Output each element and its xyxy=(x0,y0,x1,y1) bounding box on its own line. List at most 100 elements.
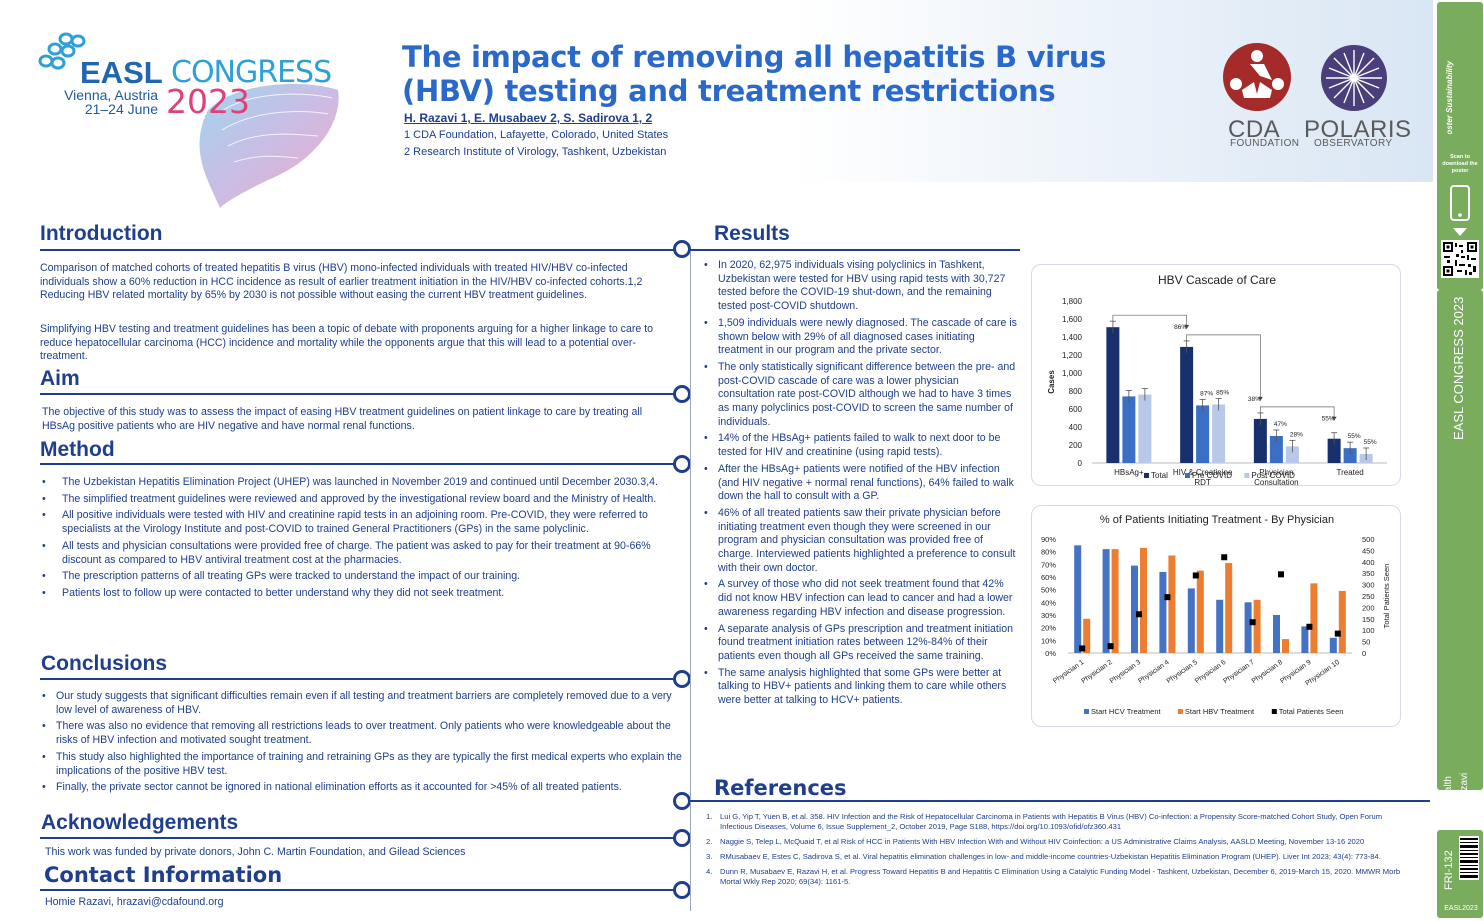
list-item: Our study suggests that significant diff… xyxy=(42,690,682,717)
bar-hcv xyxy=(1301,626,1309,653)
data-label: 87% xyxy=(1200,390,1213,397)
aim-rule xyxy=(40,393,676,395)
poster-code: FRI-132 xyxy=(1443,850,1455,890)
x-tick-label: Physician 3 xyxy=(1109,659,1142,685)
marker-total-seen xyxy=(1136,611,1142,618)
list-item: 1,509 individuals were newly diagnosed. … xyxy=(704,317,1018,358)
aim-heading: Aim xyxy=(40,367,80,390)
y-right-tick-label: 500 xyxy=(1362,535,1375,544)
list-item: 4. Dunn R, Musabaev E, Razavi H, et al. P… xyxy=(706,867,1401,886)
data-label: 55% xyxy=(1364,439,1377,446)
list-item: All tests and physician consultations we… xyxy=(40,540,674,567)
sidebar-download-panel[interactable]: Scan to download the poster xyxy=(1437,134,1483,290)
references-list: 1. Lui G, Yip T, Yuen B, et al. 358. HIV … xyxy=(706,812,1406,892)
legend-swatch xyxy=(1185,473,1190,478)
bar-hcv xyxy=(1244,602,1252,653)
list-item: 1. Lui G, Yip T, Yuen B, et al. 358. HIV … xyxy=(706,812,1383,831)
congress-dates: 21–24 June xyxy=(84,101,158,117)
introduction-paragraph-2: Simplifying HBV testing and treatment gu… xyxy=(40,323,654,363)
bar-hbv xyxy=(1282,639,1289,653)
data-label: 47% xyxy=(1274,421,1287,428)
sidebar-congress-label: EASL CONGRESS 2023 xyxy=(1451,296,1466,440)
legend-swatch xyxy=(1177,709,1183,714)
introduction-rule xyxy=(40,249,676,251)
bar-hcv xyxy=(1329,637,1337,653)
sidebar-brand: Poster Sustainability xyxy=(1445,60,1454,140)
list-item: Finally, the private sector cannot be ig… xyxy=(42,781,682,795)
section-ring xyxy=(673,670,691,688)
x-tick-label: Physician 6 xyxy=(1194,659,1227,685)
bar-hcv xyxy=(1102,549,1110,653)
introduction-heading: Introduction xyxy=(40,222,163,245)
y-tick-label: 400 xyxy=(1069,423,1083,432)
barcode-icon xyxy=(1459,836,1479,880)
chart-title: HBV Cascade of Care xyxy=(1158,273,1276,287)
y-right-tick-label: 250 xyxy=(1362,592,1375,601)
bar xyxy=(1269,436,1283,463)
cascade-connector xyxy=(1186,334,1261,399)
conclusions-heading: Conclusions xyxy=(41,652,168,675)
references-rule xyxy=(690,800,1430,802)
data-label: 55% xyxy=(1322,416,1335,423)
y-tick-label: 30% xyxy=(1041,611,1056,620)
bar-hbv xyxy=(1083,618,1091,653)
x-tick-label: Physician 8 xyxy=(1251,659,1284,685)
sidebar-presenter: Homie Razavi xyxy=(1459,772,1470,835)
list-item: 46% of all treated patients saw their pr… xyxy=(704,507,1018,576)
marker-total-seen xyxy=(1079,645,1086,652)
aim-paragraph: The objective of this study was to asses… xyxy=(42,406,643,432)
legend-swatch xyxy=(1244,473,1250,478)
bar-hcv xyxy=(1159,571,1167,653)
legend-swatch xyxy=(1084,709,1089,714)
x-tick-label: Physician xyxy=(1259,468,1293,477)
results-heading: Results xyxy=(714,222,790,245)
legend-label: Post COVID xyxy=(1251,471,1295,480)
list-item: This study also highlighted the importan… xyxy=(42,751,682,778)
qr-code-icon[interactable] xyxy=(1441,240,1479,278)
introduction-paragraph-1: Comparison of matched cohorts of treated… xyxy=(40,262,643,302)
y-right-tick-label: 450 xyxy=(1362,546,1375,555)
cascade-chart-frame: HBV Cascade of Care Cases 0 200 400 600 800 1,0… xyxy=(1031,264,1401,487)
affiliation-1: 1 CDA Foundation, Lafayette, Colorado, U… xyxy=(404,129,669,141)
affiliation-2: 2 Research Institute of Virology, Tashke… xyxy=(404,146,667,158)
bar-hcv xyxy=(1273,615,1280,653)
bar-hcv xyxy=(1131,565,1138,653)
x-tick-label: Consultation xyxy=(1254,478,1298,487)
bar xyxy=(1327,438,1341,463)
references-heading: References xyxy=(714,776,847,800)
data-label: 38% xyxy=(1248,396,1261,403)
data-label: 55% xyxy=(1348,433,1361,440)
y-tick-label: 0 xyxy=(1078,459,1083,468)
legend-swatch xyxy=(1144,473,1149,478)
section-ring xyxy=(673,455,691,473)
y-right-tick-label: 50 xyxy=(1362,638,1370,647)
x-tick-label: Physician 4 xyxy=(1137,659,1170,685)
marker-total-seen xyxy=(1221,554,1228,561)
contact-heading: Contact Information xyxy=(44,863,283,887)
sidebar-scan-text: Scan to download the poster xyxy=(1442,154,1478,174)
legend-label: Start HCV Treatment xyxy=(1091,707,1162,716)
bar xyxy=(1253,418,1267,463)
y-right-tick-label: 150 xyxy=(1362,615,1375,624)
bar-hbv xyxy=(1168,555,1176,653)
cascade-connector xyxy=(1260,406,1335,419)
poster-title: The impact of removing all hepatitis B v… xyxy=(402,40,1107,108)
congress-wordmark: CONGRESS xyxy=(171,55,332,90)
y-tick-label: 1,400 xyxy=(1062,333,1083,342)
legend-label: Pre COVID xyxy=(1192,471,1232,480)
bar-hcv xyxy=(1074,545,1082,653)
author-list: H. Razavi 1, E. Musabaev 2, S. Sadirova … xyxy=(404,111,653,125)
marker-total-seen xyxy=(1306,623,1313,630)
y-tick-label: 10% xyxy=(1041,636,1056,645)
bar xyxy=(1122,396,1136,463)
list-item: After the HBsAg+ patients were notified … xyxy=(704,463,1018,504)
list-item: A survey of those who did not seek treat… xyxy=(704,578,1018,619)
bar-hbv xyxy=(1225,563,1233,653)
x-tick-label: Treated xyxy=(1336,468,1363,477)
section-ring xyxy=(673,829,691,847)
marker-total-seen xyxy=(1278,571,1284,578)
x-tick-label: HIV & Creatinine xyxy=(1173,468,1233,477)
acknowledgements-paragraph: This work was funded by private donors, … xyxy=(45,846,466,858)
acknowledgements-rule xyxy=(40,837,676,839)
bar-hbv xyxy=(1111,549,1119,653)
